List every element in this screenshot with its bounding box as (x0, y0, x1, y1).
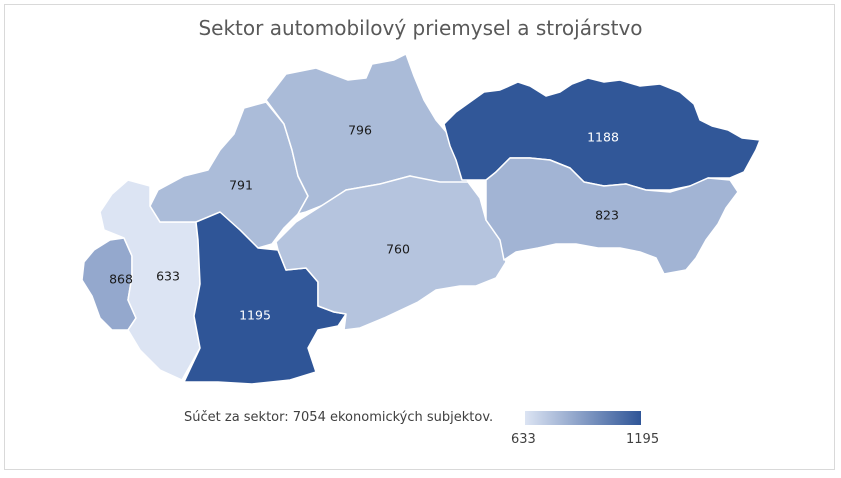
region-nr (183, 211, 347, 385)
region-tt-value-label: 633 (156, 269, 180, 284)
region-ba-value-label: 868 (109, 272, 133, 287)
region-ke-value-label: 823 (595, 208, 619, 223)
region-bb (275, 175, 507, 331)
region-za-value-label: 796 (348, 123, 372, 138)
region-po-value-label: 1188 (587, 130, 619, 145)
legend-max-label: 1195 (626, 432, 660, 447)
region-ke (485, 157, 739, 275)
region-tn-value-label: 791 (229, 178, 253, 193)
region-bb-value-label: 760 (386, 242, 410, 257)
legend-color-bar (525, 411, 641, 425)
region-nr-value-label: 1195 (239, 308, 271, 323)
chart-title: Sektor automobilový priemysel a strojárs… (198, 16, 643, 40)
sum-note: Súčet za sektor: 7054 ekonomických subje… (184, 410, 494, 425)
legend-min-label: 633 (511, 432, 536, 447)
